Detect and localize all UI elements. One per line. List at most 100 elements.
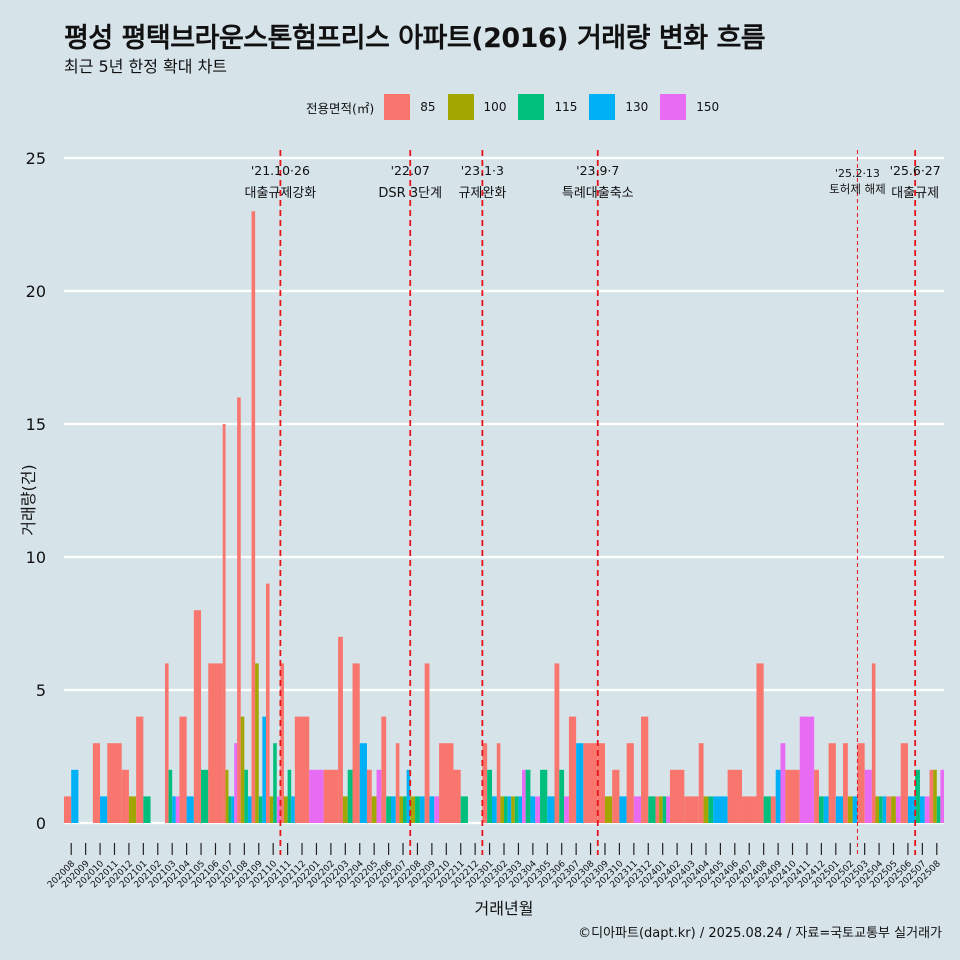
bar [864, 769, 872, 823]
bar [265, 583, 270, 823]
bar [799, 716, 815, 823]
bar [895, 796, 901, 823]
bar [269, 796, 274, 823]
bar [612, 769, 620, 823]
bar [439, 743, 454, 823]
bar [168, 769, 173, 823]
event-date: '25.6·27 [890, 163, 941, 178]
bar [814, 769, 819, 823]
y-tick-label: 0 [36, 814, 46, 833]
legend-label: 115 [554, 100, 578, 114]
bar [514, 796, 519, 823]
bar [143, 796, 151, 823]
y-tick-label: 10 [26, 548, 46, 567]
bar [847, 796, 853, 823]
bar [280, 663, 284, 823]
legend-item-100: 100 [447, 94, 507, 120]
y-tick-label: 25 [26, 149, 46, 168]
bar [919, 796, 925, 823]
bar [258, 796, 263, 823]
bar [64, 796, 72, 823]
bar [496, 743, 501, 823]
bar [940, 769, 944, 823]
event-date: '25.2·13 [835, 167, 880, 180]
bar [763, 796, 771, 823]
bar [780, 743, 786, 823]
bar [371, 796, 377, 823]
bar [491, 796, 497, 823]
y-tick-label: 5 [36, 681, 46, 700]
bar [662, 796, 667, 823]
bar [342, 796, 348, 823]
bar [633, 796, 642, 823]
bar [547, 796, 555, 823]
event-label: 규제완화 [458, 186, 506, 201]
bar [828, 743, 836, 823]
legend-swatch [660, 94, 687, 120]
bar [535, 796, 541, 823]
bar [399, 796, 404, 823]
bar [698, 743, 704, 823]
bar [835, 796, 844, 823]
bar [323, 769, 339, 823]
event-date: '23.9·7 [576, 163, 619, 178]
bar [208, 663, 223, 823]
legend-label: 130 [625, 100, 649, 114]
bar [262, 716, 266, 823]
legend-swatch [447, 94, 474, 120]
bar [576, 743, 584, 823]
chart-subtitle: 최근 5년 한정 확대 차트 [64, 57, 228, 76]
legend-label: 85 [420, 100, 436, 114]
bar [564, 796, 569, 823]
bar [366, 769, 372, 823]
bar [244, 769, 248, 823]
bar [186, 796, 194, 823]
bar [172, 796, 176, 823]
bar [395, 743, 400, 823]
bar [886, 796, 892, 823]
y-axis-title: 거래량(건) [19, 464, 38, 535]
bar [121, 769, 129, 823]
bar [559, 769, 565, 823]
bar [276, 796, 281, 823]
bar [175, 796, 180, 823]
bar [164, 663, 169, 823]
legend-label: 150 [696, 100, 720, 114]
bar [530, 796, 536, 823]
bar [900, 743, 908, 823]
bar [460, 796, 468, 823]
legend-label: 100 [483, 100, 507, 114]
bar [381, 716, 387, 823]
bar [352, 663, 360, 823]
bar [390, 796, 396, 823]
legend-swatch [518, 94, 545, 120]
bar [742, 796, 757, 823]
bar [410, 796, 416, 823]
bar [234, 743, 238, 823]
event-date: '22.07 [391, 163, 430, 178]
bar [684, 796, 699, 823]
bar [136, 716, 144, 823]
bar [619, 796, 627, 823]
bar [554, 663, 560, 823]
bar-layer [64, 211, 944, 823]
bar [626, 743, 634, 823]
bar [882, 796, 887, 823]
bar [929, 769, 934, 823]
bar [879, 796, 883, 823]
bar [775, 769, 781, 823]
bar [655, 796, 660, 823]
bar [128, 796, 137, 823]
bar [406, 769, 411, 823]
bar [703, 796, 709, 823]
bar [522, 769, 526, 823]
bar [222, 424, 226, 823]
bar [540, 769, 548, 823]
bar [507, 796, 512, 823]
y-tick-label: 20 [26, 282, 46, 301]
bar [852, 796, 858, 823]
bar [907, 796, 916, 823]
event-layer: '21.10·26 대출규제강화 '22.07 DSR 3단계 '23.1·3 규제완화 '… [245, 150, 941, 855]
legend-title: 전용면적(㎡) [306, 100, 375, 116]
bar [936, 796, 941, 823]
